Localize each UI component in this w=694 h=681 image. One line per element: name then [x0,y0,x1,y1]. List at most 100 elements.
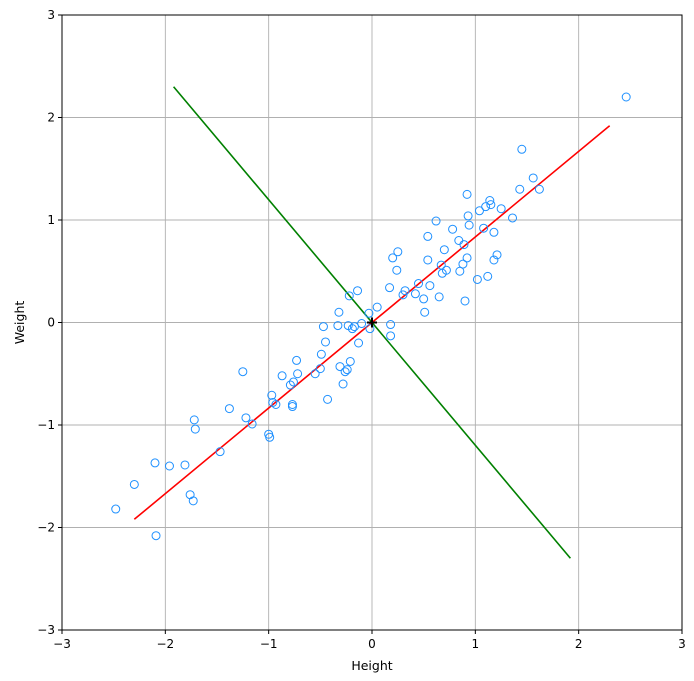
scatter-point-32 [323,394,333,404]
scatter-point-14 [247,419,257,429]
scatter-point-16 [265,432,275,442]
scatter-point-36 [338,379,348,389]
scatter-point-62 [423,231,433,241]
scatter-point-52 [386,331,396,341]
scatter-point-48 [365,324,375,334]
scatter-point-42 [347,324,357,334]
scatter-point-96 [534,184,544,194]
scatter-point-40 [344,291,354,301]
scatter-point-78 [462,189,472,199]
scatter-point-71 [448,224,458,234]
scatter-point-17 [267,390,277,400]
scatter-point-26 [293,369,303,379]
scatter-point-95 [528,173,538,183]
scatter-point-76 [460,296,470,306]
scatter-point-97 [621,92,631,102]
scatter-point-5 [180,460,190,470]
scatter-point-12 [238,367,248,377]
scatter-point-11 [224,404,234,414]
x-tick-label-0: −3 [53,637,71,651]
scatter-point-27 [310,369,320,379]
scatter-point-80 [464,220,474,230]
x-tick-label-4: 1 [472,637,480,651]
x-tick-label-3: 0 [368,637,376,651]
scatter-point-21 [285,380,295,390]
y-axis-label: Weight [12,301,27,345]
scatter-point-69 [439,245,449,255]
scatter-point-82 [474,206,484,216]
scatter-point-93 [515,184,525,194]
scatter-point-85 [483,271,493,281]
scatter-point-53 [388,253,398,263]
scatter-point-84 [481,202,491,212]
scatter-point-77 [462,253,472,263]
scatter-point-63 [423,255,433,265]
scatter-point-55 [393,247,403,257]
x-axis-label: Height [351,658,392,673]
scatter-point-3 [151,531,161,541]
scatter-point-19 [271,400,281,409]
x-tick-label-6: 3 [678,637,686,651]
scatter-point-87 [486,200,496,210]
scatter-point-7 [188,496,198,506]
scatter-point-13 [241,413,251,423]
scatter-point-65 [431,216,441,226]
scatter-point-2 [150,458,160,468]
scatter-point-64 [425,281,435,291]
scatter-point-59 [414,279,423,289]
scatter-point-70 [441,265,451,275]
y-tick-label-5: 2 [47,111,55,125]
scatter-point-89 [489,255,499,265]
scatter-point-0 [111,504,121,514]
x-tick-label-2: −1 [260,637,278,651]
scatter-point-37 [340,367,350,377]
scatter-point-74 [458,259,468,269]
scatter-point-34 [334,307,344,317]
scatter-point-8 [189,415,199,425]
scatter-point-30 [318,322,328,332]
scatter-point-20 [277,371,287,381]
y-tick-label-0: −3 [37,623,55,637]
scatter-point-81 [472,274,482,284]
scatter-point-58 [410,289,420,299]
scatter-point-51 [386,320,396,330]
y-tick-label-2: −1 [37,418,55,432]
scatter-point-66 [434,292,444,302]
y-tick-label-3: 0 [47,316,55,330]
center-marker [367,317,377,328]
scatter-point-56 [398,290,408,300]
scatter-point-23 [287,402,297,412]
scatter-point-61 [420,307,430,317]
scatter-point-29 [316,349,326,359]
scatter-point-24 [288,377,298,387]
scatter-point-33 [333,321,343,331]
y-tick-label-4: 1 [47,213,55,227]
scatter-point-88 [489,227,499,237]
scatter-point-90 [492,250,502,260]
y-tick-label-1: −2 [37,521,55,535]
scatter-point-4 [164,461,174,471]
scatter-point-10 [215,447,225,457]
scatter-point-18 [268,397,278,407]
scatter-point-47 [364,308,374,318]
x-tick-label-1: −2 [156,637,174,651]
scatter-point-49 [372,302,382,312]
scatter-point-83 [479,223,489,233]
scatter-point-57 [400,286,410,296]
scatter-point-50 [385,283,395,293]
scatter-point-86 [485,196,495,206]
scatter-points [111,92,631,541]
scatter-point-79 [463,211,473,221]
ticks: −3 −2 −1 0 1 2 3 −3 −2 −1 0 1 2 3 [37,8,686,651]
scatter-point-1 [129,479,139,489]
scatter-point-91 [496,204,506,214]
scatter-point-94 [517,144,527,154]
scatter-point-60 [419,294,429,304]
scatter-point-25 [292,355,302,365]
scatter-point-38 [342,365,352,375]
scatter-point-31 [321,337,330,347]
x-tick-label-5: 2 [575,637,583,651]
scatter-point-54 [392,265,402,275]
